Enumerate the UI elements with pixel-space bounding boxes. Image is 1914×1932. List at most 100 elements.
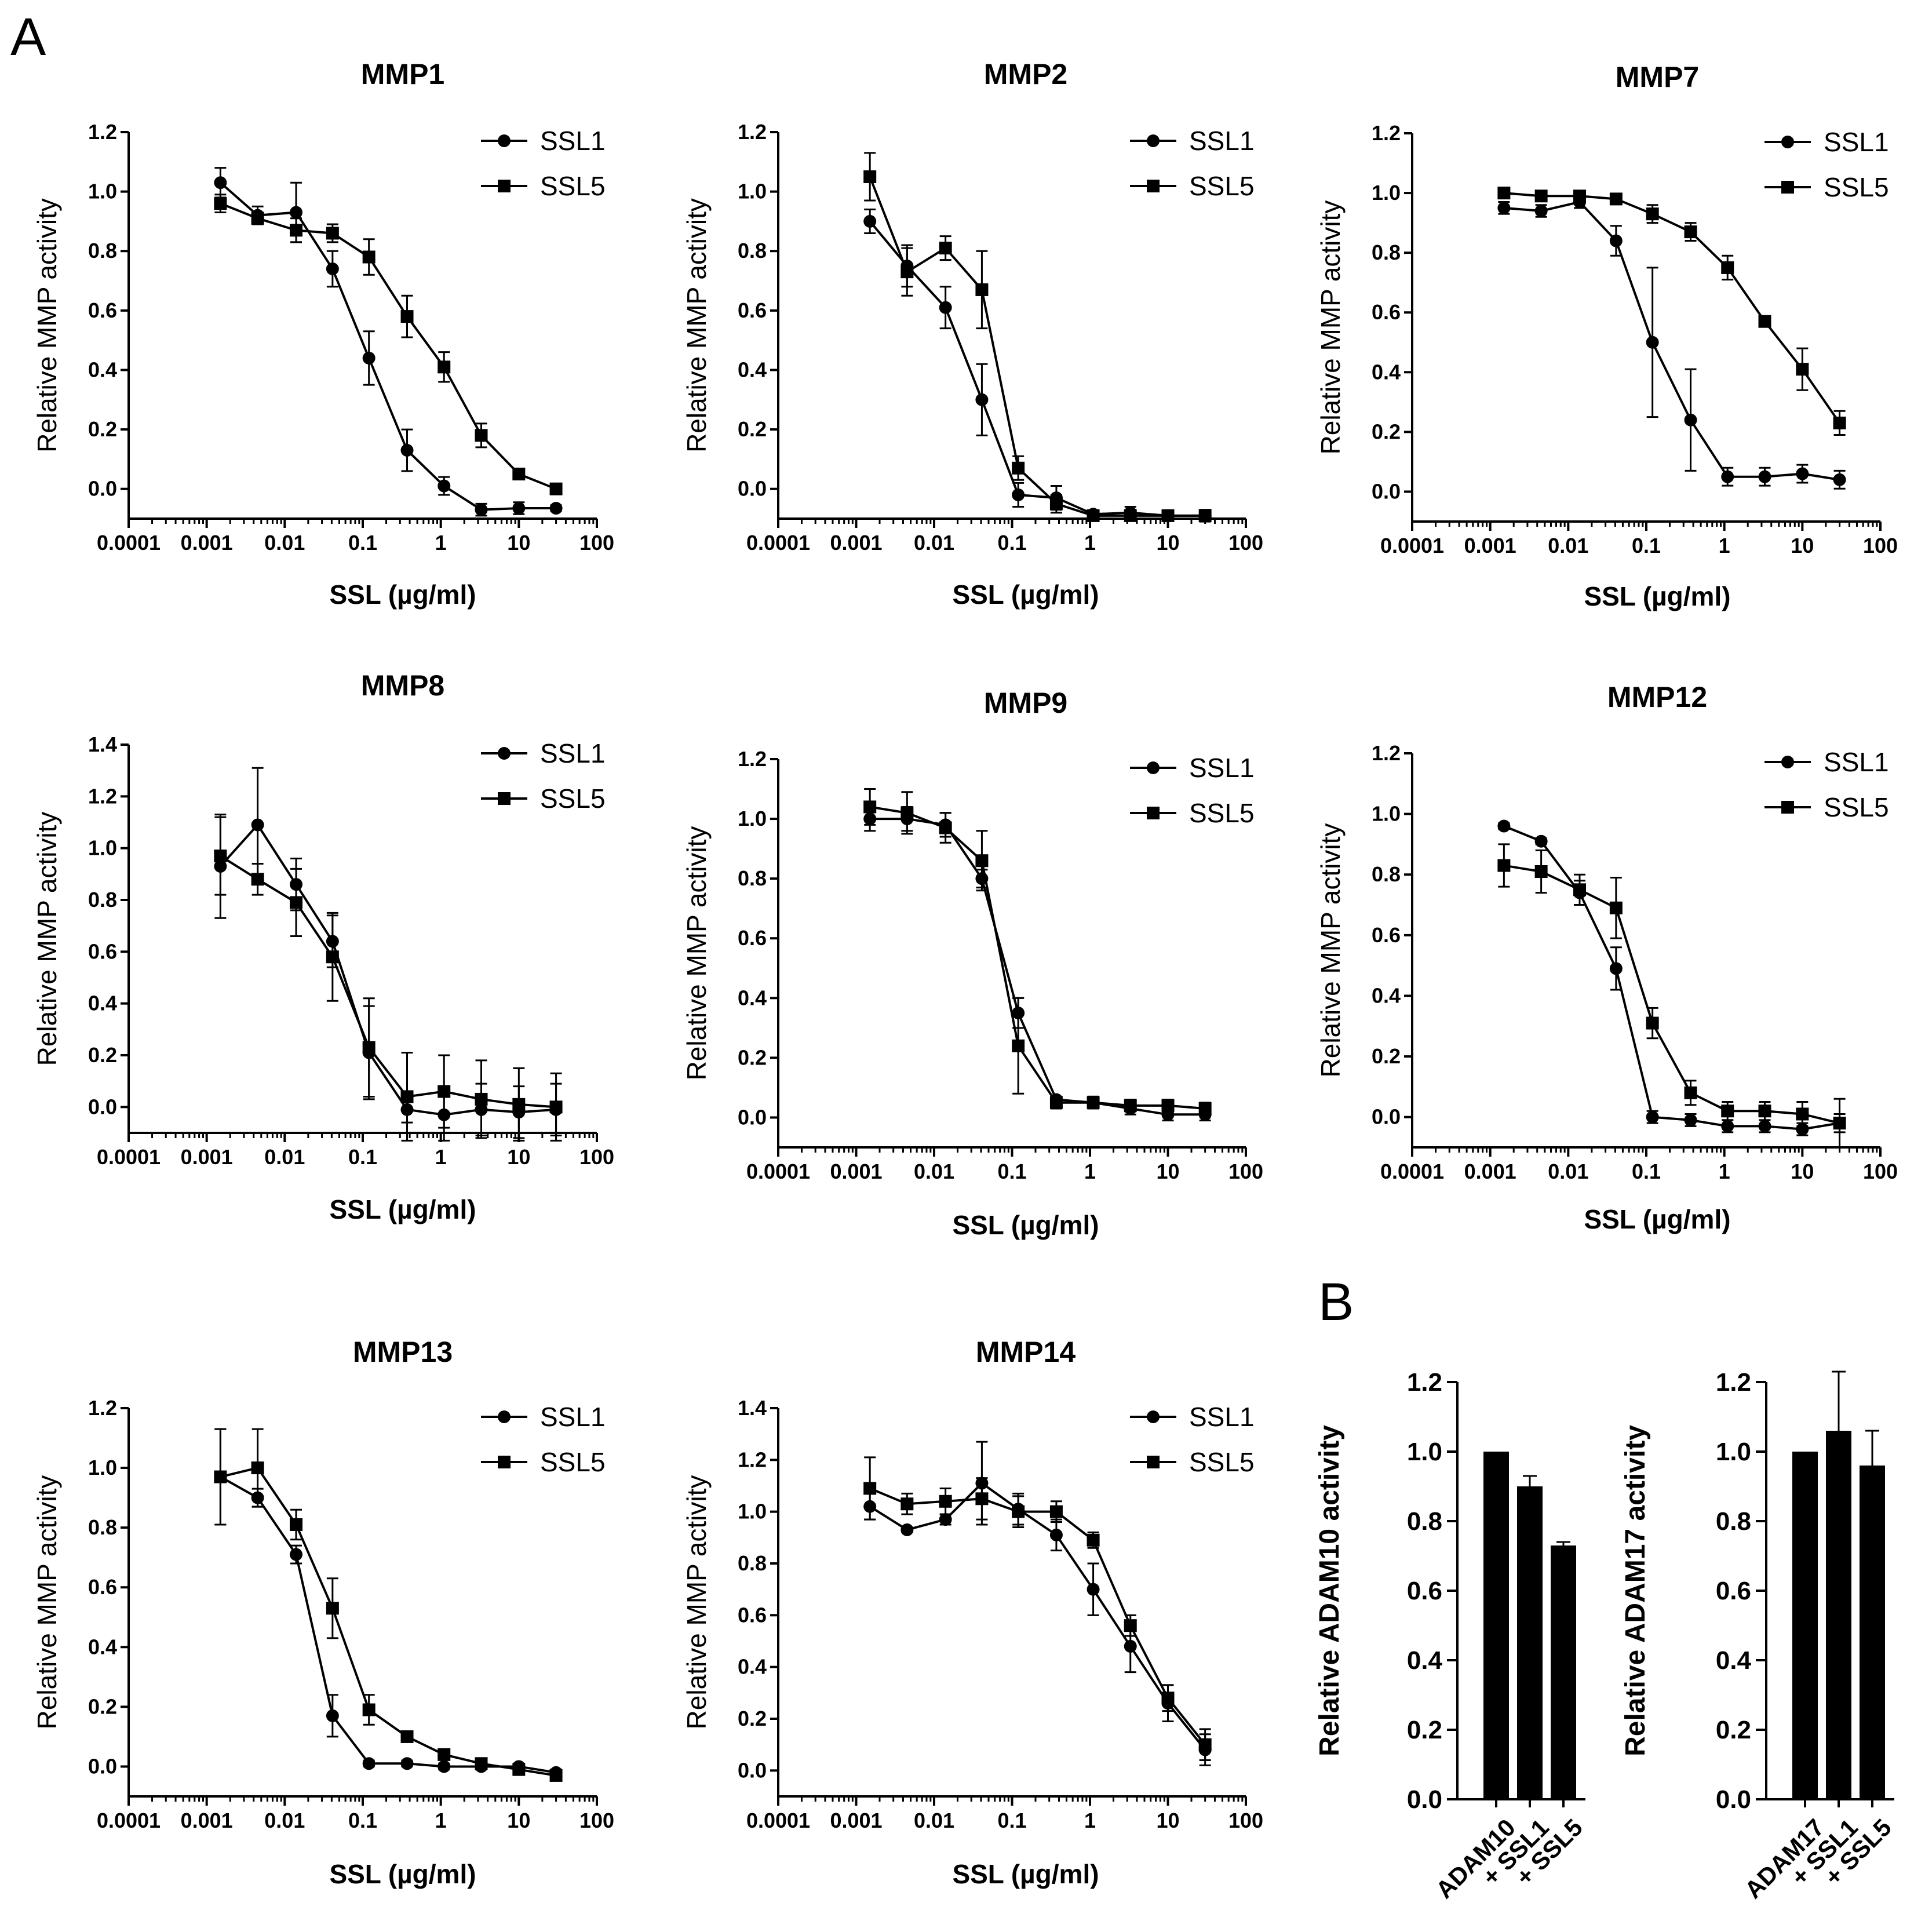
- data-point: [1646, 1016, 1659, 1030]
- y-tick-label: 0.0: [738, 477, 767, 501]
- data-point: [1684, 225, 1697, 239]
- legend-label: SSL1: [1189, 753, 1255, 783]
- x-tick-label: 10: [1156, 1160, 1179, 1183]
- x-tick-label: 1: [435, 1809, 447, 1832]
- data-point: [1124, 1619, 1137, 1632]
- y-tick-label: 0.2: [1372, 1044, 1401, 1068]
- data-point: [400, 1757, 414, 1770]
- bar-chart-1: 1.2 1.0 0.8 0.6 0.4 0.2 0.0 Relative ADAM10 act…: [1314, 1368, 1588, 1904]
- data-point: [1609, 962, 1623, 975]
- data-point: [939, 1494, 952, 1508]
- data-point: [1534, 865, 1548, 878]
- panel-label-a: A: [10, 8, 46, 67]
- data-point: [251, 873, 264, 886]
- x-tick-label: 0.1: [1632, 534, 1661, 557]
- data-point: [362, 250, 375, 264]
- x-tick-label: 10: [507, 531, 530, 555]
- data-point: [438, 1748, 451, 1761]
- data-point: [1049, 1528, 1063, 1541]
- data-point: [1124, 509, 1137, 522]
- data-point: [326, 227, 339, 240]
- data-point: [438, 479, 451, 493]
- chart-title: MMP8: [361, 669, 444, 702]
- data-point: [1721, 261, 1734, 274]
- data-point: [1534, 205, 1548, 217]
- x-tick-label: 1: [1084, 1809, 1096, 1832]
- y-tick-label: 0.8: [1372, 240, 1401, 264]
- x-tick-label: 0.1: [348, 1145, 377, 1169]
- bar: [1860, 1466, 1885, 1799]
- data-point: [549, 1769, 563, 1782]
- data-point: [863, 170, 877, 183]
- y-tick-label: 1.2: [1372, 121, 1401, 145]
- x-tick-label: 100: [1228, 1809, 1263, 1832]
- y-tick-label: 0.2: [1407, 1716, 1442, 1744]
- y-axis-label: Relative MMP activity: [32, 198, 62, 453]
- data-point: [1684, 1113, 1697, 1127]
- legend-entry-ssl5: SSL5: [1130, 171, 1255, 201]
- data-point: [251, 212, 264, 225]
- legend-marker: [498, 1456, 511, 1468]
- data-point: [214, 850, 227, 863]
- data-point: [400, 443, 414, 457]
- data-point: [1198, 1102, 1212, 1115]
- y-tick-label: 1.0: [88, 180, 117, 203]
- data-point: [290, 896, 303, 909]
- data-point: [863, 800, 877, 814]
- y-axis-label: Relative MMP activity: [1315, 201, 1346, 455]
- legend-entry-ssl5: SSL5: [1130, 1447, 1255, 1477]
- x-tick-label: 0.01: [1548, 534, 1588, 557]
- series-ssl5: [863, 1456, 1212, 1761]
- legend-marker: [1147, 807, 1160, 819]
- series-ssl1: [1497, 819, 1846, 1136]
- y-tick-label: 1.4: [738, 1396, 767, 1420]
- y-tick-label: 0.6: [738, 298, 767, 322]
- legend-label: SSL1: [1189, 126, 1255, 156]
- bar: [1826, 1431, 1851, 1799]
- data-point: [863, 214, 877, 228]
- y-tick-label: 0.4: [738, 986, 767, 1009]
- series-ssl5: [214, 816, 563, 1142]
- bar-chart-2: 1.2 1.0 0.8 0.6 0.4 0.2 0.0 Relative ADAM17 act…: [1620, 1368, 1897, 1904]
- data-point: [475, 503, 488, 516]
- series-line: [1504, 192, 1841, 424]
- data-point: [1497, 201, 1511, 214]
- y-tick-label: 1.2: [738, 120, 767, 144]
- legend-label: SSL1: [1824, 127, 1889, 157]
- y-tick-label: 1.0: [738, 1500, 767, 1523]
- legend-entry-ssl5: SSL5: [1130, 798, 1255, 828]
- series-line: [220, 202, 557, 490]
- y-tick-label: 0.0: [1372, 479, 1401, 503]
- x-tick-label: 0.1: [997, 1160, 1026, 1183]
- x-tick-label: 0.1: [997, 1809, 1026, 1832]
- data-point: [362, 1757, 375, 1770]
- x-tick-label: 0.1: [348, 1809, 377, 1832]
- legend-entry-ssl5: SSL5: [481, 171, 606, 201]
- legend-entry-ssl5: SSL5: [1764, 172, 1889, 202]
- series-ssl5: [863, 152, 1212, 522]
- y-tick-label: 0.2: [738, 1045, 767, 1069]
- y-tick-label: 0.2: [88, 1043, 117, 1067]
- y-tick-label: 0.0: [88, 1095, 117, 1118]
- y-tick-label: 0.0: [738, 1105, 767, 1129]
- chart-title: MMP14: [976, 1336, 1076, 1368]
- y-axis-label: Relative MMP activity: [32, 1475, 62, 1730]
- chart-title: MMP1: [361, 58, 444, 90]
- y-axis-label: Relative MMP activity: [681, 1475, 712, 1730]
- data-point: [438, 1760, 451, 1773]
- legend-entry-ssl1: SSL1: [1130, 126, 1255, 156]
- data-point: [1609, 234, 1623, 247]
- y-axis-label: Relative MMP activity: [1315, 823, 1346, 1078]
- y-tick-label: 1.2: [1407, 1368, 1442, 1397]
- y-tick-label: 0.6: [1716, 1577, 1751, 1605]
- data-point: [975, 283, 989, 296]
- legend-entry-ssl5: SSL5: [1764, 792, 1889, 822]
- x-tick-label: 0.0001: [97, 531, 161, 555]
- x-tick-label: 0.0001: [1380, 1160, 1444, 1183]
- legend-marker: [1781, 136, 1794, 148]
- data-point: [1796, 467, 1809, 480]
- data-point: [975, 854, 989, 867]
- y-axis-label: Relative MMP activity: [681, 198, 712, 453]
- series-ssl5: [1497, 187, 1846, 436]
